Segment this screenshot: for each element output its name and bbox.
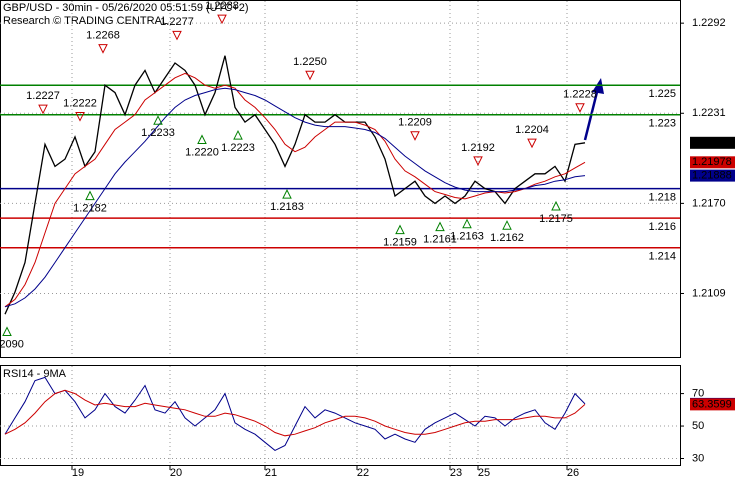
pivot-high — [75, 112, 85, 122]
pivot-low-label: 1.2159 — [383, 237, 417, 249]
series-line — [4, 55, 586, 315]
pivot-high-label: 1.2204 — [515, 124, 549, 136]
pivot-low — [435, 221, 445, 232]
x-tick-label: 26 — [567, 467, 579, 479]
pivot-low — [551, 200, 561, 211]
y-tick-label: 70 — [692, 387, 704, 399]
pivot-high — [98, 44, 108, 54]
value-tag-label: 1.2211 — [692, 137, 725, 149]
y-tick-label: 1.2170 — [692, 197, 726, 209]
series-line — [4, 389, 586, 437]
x-tick-label: 25 — [478, 467, 490, 479]
series-line — [4, 72, 586, 308]
level-label: 1.225 — [648, 88, 676, 100]
x-tick-label: 23 — [450, 467, 462, 479]
pivot-high-label: 1.2209 — [398, 117, 432, 129]
pivot-low — [282, 189, 292, 199]
value-tag — [690, 136, 735, 149]
pivot-low-label: 1.2161 — [423, 234, 457, 246]
y-tick-label: 50 — [692, 420, 704, 432]
pivot-high-label: 1.2250 — [293, 56, 327, 68]
pivot-high-label: 1.2222 — [63, 97, 97, 109]
value-tag-label: 1.21978 — [692, 156, 732, 168]
value-tag — [690, 169, 735, 182]
pivot-low-label: 1.2220 — [185, 146, 219, 158]
pivot-low-label: 1.2090 — [0, 338, 24, 350]
pivot-high — [305, 70, 315, 81]
y-tick-label: 1.2109 — [692, 287, 726, 299]
chart-subtitle: Research © TRADING CENTRAL — [3, 15, 168, 27]
pivot-low — [2, 326, 12, 337]
rsi-title: RSI14 - 9MA — [3, 368, 67, 380]
pivot-high-label: 1.2228 — [563, 89, 597, 101]
pivot-low — [197, 134, 207, 145]
y-tick-label: 1.2292 — [692, 17, 726, 29]
rsi-frame — [0, 365, 681, 466]
forecast-arrowhead — [592, 78, 604, 94]
level-label: 1.218 — [648, 192, 676, 204]
x-tick-label: 21 — [265, 467, 277, 479]
pivot-low-label: 1.2162 — [490, 232, 524, 244]
y-tick-label: 30 — [692, 452, 704, 464]
pivot-high — [575, 103, 585, 113]
pivot-low-label: 1.2182 — [73, 203, 107, 215]
pivot-low-label: 1.2163 — [450, 231, 484, 243]
level-label: 1.214 — [648, 251, 676, 263]
pivot-low — [502, 220, 512, 230]
series-line — [4, 376, 586, 451]
pivot-high-label: 1.2288 — [205, 0, 239, 12]
level-label: 1.223 — [648, 118, 676, 130]
pivot-low — [85, 190, 95, 201]
x-tick-label: 22 — [357, 467, 369, 479]
series-line — [4, 87, 586, 308]
pivot-low — [462, 218, 472, 229]
chart-title: GBP/USD - 30min - 05/26/2020 05:51:59 (U… — [3, 2, 248, 14]
pivot-high — [410, 131, 420, 141]
pivot-high — [217, 14, 227, 25]
pivot-high — [473, 156, 483, 166]
value-tag — [690, 398, 735, 411]
x-tick-label: 20 — [170, 467, 182, 479]
x-tick-label: 19 — [72, 467, 84, 479]
pivot-low-label: 1.2175 — [539, 213, 573, 225]
pivot-high — [38, 104, 48, 115]
pivot-high — [172, 30, 182, 41]
pivot-low — [233, 129, 243, 140]
pivot-low-label: 1.2223 — [221, 142, 255, 154]
value-tag-label: 63.3599 — [692, 398, 732, 410]
pivot-low — [153, 115, 163, 125]
level-label: 1.216 — [648, 221, 676, 233]
value-tag-label: 1.21888 — [692, 170, 732, 182]
value-tag — [690, 156, 735, 169]
pivot-low-label: 1.2183 — [270, 201, 304, 213]
pivot-low-label: 1.2233 — [141, 127, 175, 139]
pivot-high-label: 1.2277 — [160, 16, 194, 28]
pivot-low — [395, 224, 405, 235]
price-frame — [0, 0, 681, 358]
pivot-high-label: 1.2268 — [86, 30, 120, 42]
pivot-high-label: 1.2192 — [461, 142, 495, 154]
y-tick-label: 1.2231 — [692, 107, 726, 119]
pivot-high-label: 1.2227 — [26, 90, 60, 102]
pivot-high — [527, 138, 537, 149]
